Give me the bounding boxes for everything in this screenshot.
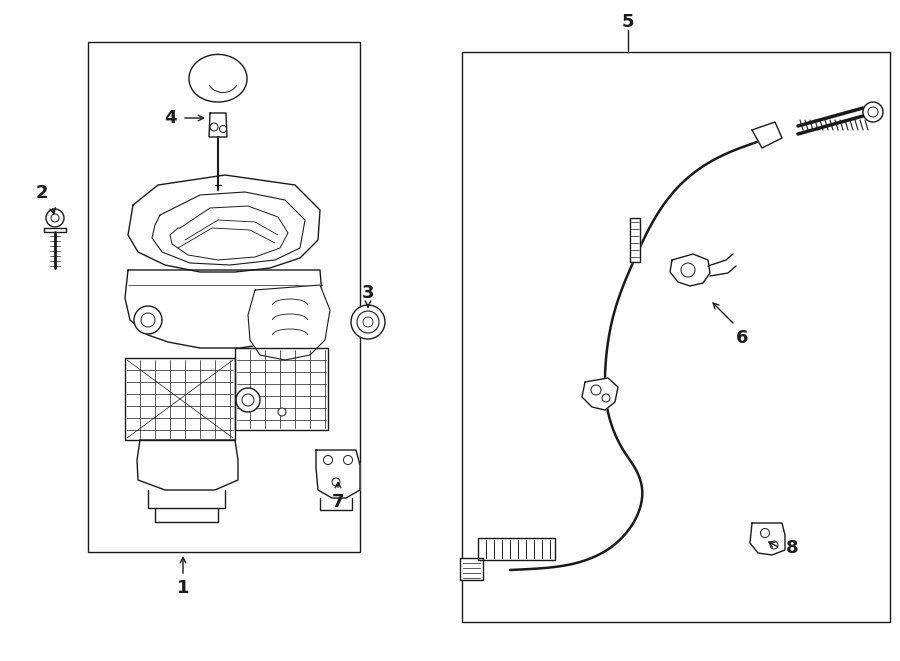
Text: 8: 8 [786,539,798,557]
Circle shape [323,455,332,465]
Circle shape [332,478,340,486]
Polygon shape [44,228,66,232]
Bar [88,42,360,552]
Circle shape [363,317,373,327]
Circle shape [351,305,385,339]
Circle shape [278,408,286,416]
Polygon shape [152,192,305,265]
Circle shape [236,388,260,412]
Polygon shape [478,538,555,560]
Polygon shape [189,54,247,102]
Polygon shape [170,206,288,260]
Text: 5: 5 [622,13,634,31]
Circle shape [242,394,254,406]
Circle shape [357,311,379,333]
Polygon shape [630,218,640,262]
Bar [462,52,890,622]
Circle shape [770,541,778,549]
Polygon shape [670,254,710,286]
Circle shape [602,394,610,402]
Circle shape [51,214,59,222]
Polygon shape [209,113,227,137]
Circle shape [863,102,883,122]
Circle shape [760,529,770,537]
Circle shape [220,126,227,132]
Polygon shape [316,450,360,498]
Text: 2: 2 [36,184,49,202]
Circle shape [46,209,64,227]
Polygon shape [235,348,328,430]
Polygon shape [460,558,483,580]
Polygon shape [248,285,330,360]
Polygon shape [125,358,235,440]
Circle shape [681,263,695,277]
Text: 4: 4 [164,109,176,127]
Circle shape [591,385,601,395]
Polygon shape [128,175,320,272]
Circle shape [210,123,218,131]
Text: 3: 3 [362,284,374,302]
Text: 6: 6 [736,329,748,347]
Circle shape [868,107,878,117]
Circle shape [141,313,155,327]
Text: 7: 7 [332,493,344,511]
Circle shape [344,455,353,465]
Polygon shape [750,523,785,555]
Polygon shape [137,440,238,490]
Polygon shape [125,270,322,348]
Polygon shape [752,122,782,148]
Circle shape [134,306,162,334]
Polygon shape [582,378,618,410]
Text: 1: 1 [176,579,189,597]
